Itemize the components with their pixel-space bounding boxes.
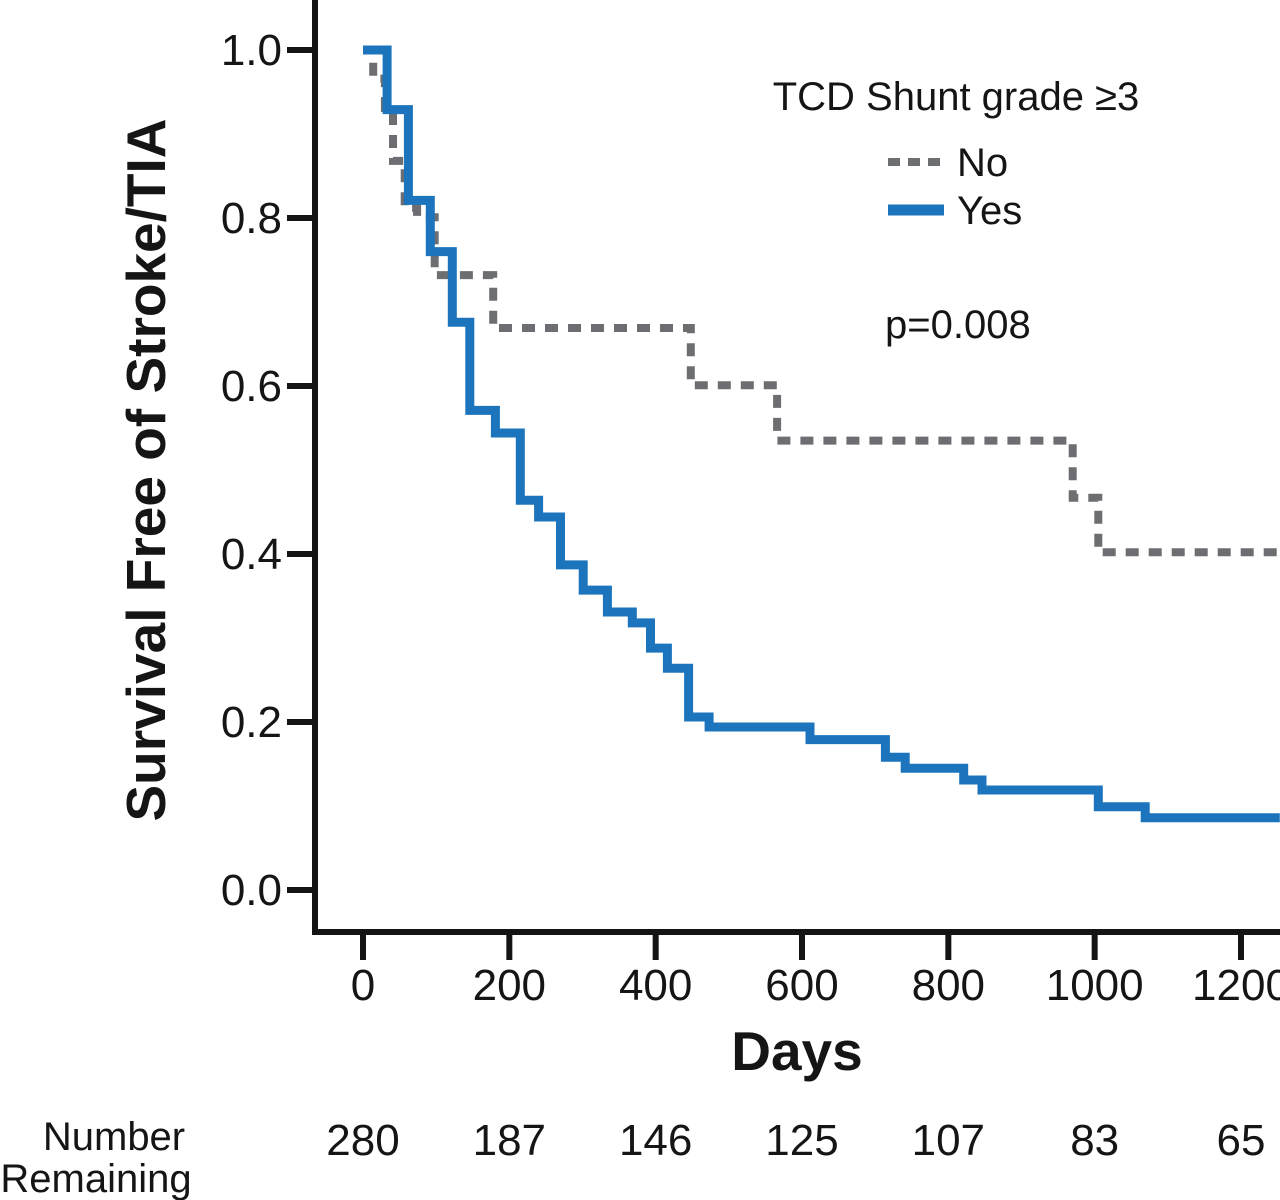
- y-tick-label: 0.6: [221, 362, 282, 411]
- x-tick-label: 1200: [1192, 961, 1280, 1010]
- y-tick-label: 0.2: [221, 698, 282, 747]
- number-remaining-row: Number Remaining: [0, 1115, 191, 1200]
- x-axis-title: Days: [731, 1020, 862, 1082]
- survival-curves: [363, 45, 1280, 823]
- legend-no-label: No: [957, 141, 1008, 185]
- number-remaining-value: 146: [619, 1116, 692, 1165]
- y-axis-title: Survival Free of Stroke/TIA: [115, 119, 177, 822]
- x-tick-label: 800: [912, 961, 985, 1010]
- x-tick-label: 0: [351, 961, 375, 1010]
- number-remaining-label-line1: Number: [43, 1115, 185, 1159]
- y-tick-label: 1.0: [221, 26, 282, 75]
- p-value-annotation: p=0.008: [885, 303, 1031, 347]
- number-remaining-value: 65: [1217, 1116, 1266, 1165]
- y-tick-label: 0.8: [221, 194, 282, 243]
- legend: TCD Shunt grade ≥3 No Yes: [773, 75, 1140, 233]
- yes-survival-curve: [363, 45, 1280, 823]
- x-tick-label: 1000: [1046, 961, 1144, 1010]
- number-remaining-label-line2: Remaining: [0, 1157, 191, 1200]
- no-survival-curve: [363, 46, 1280, 557]
- y-tick-label: 0.4: [221, 530, 282, 579]
- axes: [312, 0, 1280, 935]
- number-remaining-value: 187: [473, 1116, 546, 1165]
- x-tick-label: 200: [473, 961, 546, 1010]
- number-remaining-value: 107: [912, 1116, 985, 1165]
- x-tick-label: 600: [765, 961, 838, 1010]
- legend-yes-label: Yes: [957, 189, 1022, 233]
- number-remaining-value: 83: [1070, 1116, 1119, 1165]
- legend-title: TCD Shunt grade ≥3: [773, 75, 1140, 119]
- x-tick-label: 400: [619, 961, 692, 1010]
- y-tick-label: 0.0: [221, 866, 282, 915]
- number-remaining-value: 125: [765, 1116, 838, 1165]
- axis-ticks: 0 200 400 600 800 1000 1200 280 187 146 125 107 83 65…: [221, 26, 1280, 1165]
- number-remaining-value: 280: [326, 1116, 399, 1165]
